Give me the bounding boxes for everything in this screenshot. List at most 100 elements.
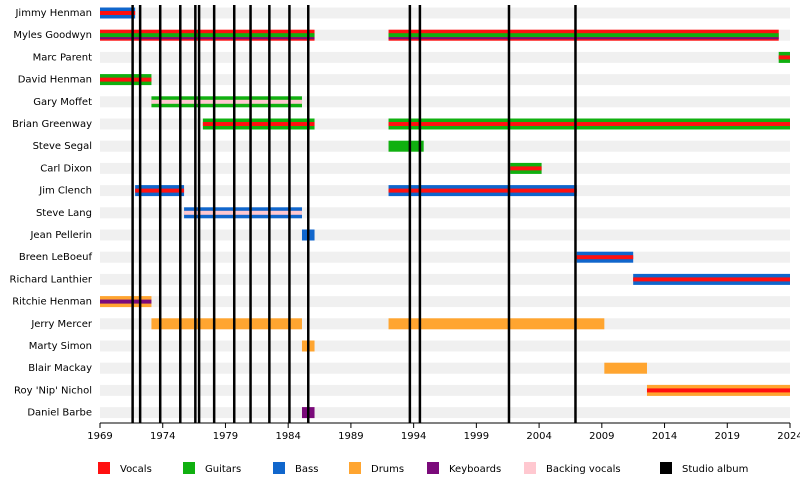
row-band xyxy=(100,51,790,63)
legend-label: Bass xyxy=(295,464,318,475)
row-band xyxy=(100,96,790,108)
x-tick-label: 2004 xyxy=(526,431,551,442)
row-band xyxy=(100,251,790,263)
row-band xyxy=(100,74,790,86)
member-bar xyxy=(388,140,424,152)
legend-label: Guitars xyxy=(205,464,241,475)
legend-swatch xyxy=(427,462,439,474)
x-tick-label: 1984 xyxy=(275,431,300,442)
member-bar xyxy=(388,118,790,130)
row-band xyxy=(100,140,790,152)
member-name: Steve Lang xyxy=(36,208,92,219)
row-band xyxy=(100,273,790,285)
member-bar xyxy=(100,7,136,19)
role-stripe xyxy=(100,33,315,38)
member-name: Steve Segal xyxy=(33,141,92,152)
x-tick-label: 1989 xyxy=(338,431,363,442)
member-bar xyxy=(778,51,790,63)
member-name: Richard Lanthier xyxy=(10,274,93,285)
member-name: Jim Clench xyxy=(38,186,92,197)
x-tick-label: 1969 xyxy=(87,431,112,442)
role-stripe xyxy=(151,318,302,330)
legend-swatch xyxy=(98,462,110,474)
row-band xyxy=(100,296,790,308)
legend-label: Backing vocals xyxy=(546,464,621,475)
member-name: Marc Parent xyxy=(33,52,92,63)
legend-label: Vocals xyxy=(120,464,152,475)
row-band xyxy=(100,162,790,174)
member-bar xyxy=(184,207,302,219)
x-tick-label: 2019 xyxy=(715,431,740,442)
legend-swatch xyxy=(273,462,285,474)
member-name: David Henman xyxy=(18,75,92,86)
role-stripe xyxy=(510,166,542,171)
role-stripe xyxy=(604,362,647,374)
member-bar xyxy=(633,273,790,285)
member-bar xyxy=(576,251,634,263)
member-name: Carl Dixon xyxy=(40,163,92,174)
x-tick-label: 2014 xyxy=(652,431,677,442)
legend-label: Studio album xyxy=(682,464,748,475)
member-bar xyxy=(388,185,577,197)
member-name: Marty Simon xyxy=(29,341,92,352)
role-stripe xyxy=(646,388,790,393)
role-stripe xyxy=(388,37,779,40)
member-name: Jimmy Henman xyxy=(14,8,92,19)
role-stripe xyxy=(388,140,424,152)
x-tick-label: 1974 xyxy=(150,431,175,442)
member-name: Myles Goodwyn xyxy=(13,30,92,41)
member-name: Blair Mackay xyxy=(28,363,92,374)
role-stripe xyxy=(633,277,790,282)
role-stripe xyxy=(388,318,605,330)
member-bar xyxy=(100,29,315,41)
member-name: Daniel Barbe xyxy=(27,408,92,419)
x-tick-label: 2009 xyxy=(589,431,614,442)
member-name: Roy 'Nip' Nichol xyxy=(14,385,92,396)
member-bar xyxy=(202,118,315,130)
member-bar xyxy=(510,162,542,174)
role-stripe xyxy=(184,210,302,215)
x-tick-label: 1994 xyxy=(401,431,426,442)
member-bar xyxy=(100,296,152,308)
member-bar xyxy=(646,384,790,396)
member-bar xyxy=(151,318,302,330)
x-tick-label: 2024 xyxy=(777,431,800,442)
row-band xyxy=(100,207,790,219)
row-band xyxy=(100,407,790,419)
member-bar xyxy=(100,74,152,86)
x-tick-label: 1999 xyxy=(464,431,489,442)
member-bar xyxy=(388,318,605,330)
row-band xyxy=(100,340,790,352)
role-stripe xyxy=(202,122,315,126)
role-stripe xyxy=(388,188,577,193)
legend-label: Keyboards xyxy=(449,464,501,475)
legend-swatch xyxy=(183,462,195,474)
role-stripe xyxy=(100,77,152,82)
role-stripe xyxy=(100,299,152,304)
member-name: Gary Moffet xyxy=(33,97,92,108)
member-name: Jean Pellerin xyxy=(29,230,92,241)
member-name: Jerry Mercer xyxy=(30,319,93,330)
member-bar xyxy=(604,362,647,374)
role-stripe xyxy=(100,37,315,40)
legend-swatch xyxy=(660,462,672,474)
member-bar xyxy=(388,29,779,41)
row-band xyxy=(100,362,790,374)
member-name: Breen LeBoeuf xyxy=(19,252,93,263)
member-name: Brian Greenway xyxy=(12,119,92,130)
role-stripe xyxy=(576,255,634,260)
legend-label: Drums xyxy=(371,464,404,475)
legend-swatch xyxy=(524,462,536,474)
row-band xyxy=(100,229,790,241)
member-name: Ritchie Henman xyxy=(12,297,92,308)
role-stripe xyxy=(388,33,779,38)
row-band xyxy=(100,7,790,19)
role-stripe xyxy=(151,99,302,104)
role-stripe xyxy=(778,55,790,60)
role-stripe xyxy=(388,122,790,126)
row-band xyxy=(100,384,790,396)
member-bar xyxy=(151,96,302,108)
x-tick-label: 1979 xyxy=(213,431,238,442)
legend-swatch xyxy=(349,462,361,474)
